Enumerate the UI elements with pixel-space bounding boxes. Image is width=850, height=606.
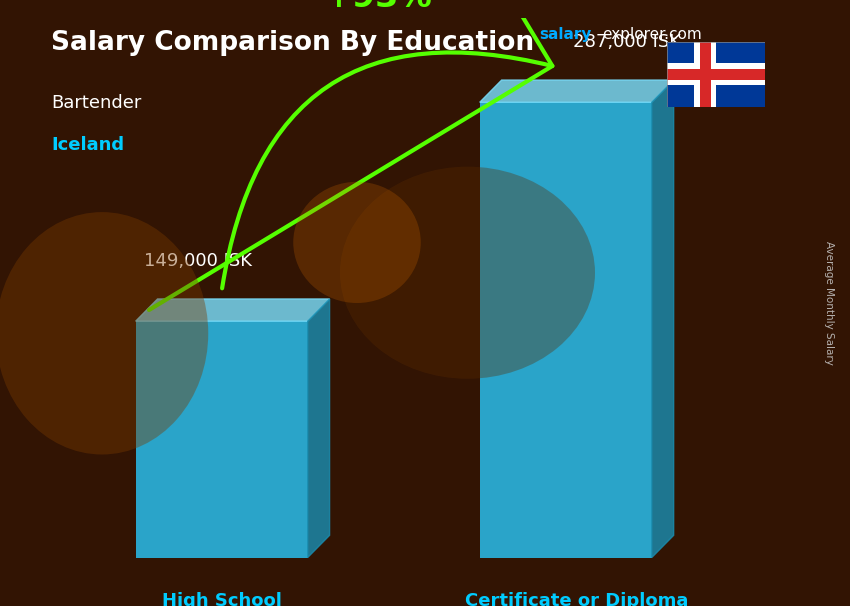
Text: salary: salary — [540, 27, 592, 42]
Bar — [667, 69, 765, 79]
Text: Certificate or Diploma: Certificate or Diploma — [465, 593, 688, 606]
Text: Iceland: Iceland — [51, 136, 124, 155]
Bar — [479, 102, 652, 558]
FancyArrowPatch shape — [149, 0, 552, 310]
Text: 149,000 ISK: 149,000 ISK — [144, 253, 252, 270]
Bar — [694, 42, 716, 107]
Text: +93%: +93% — [324, 0, 432, 14]
Bar — [136, 321, 308, 558]
Bar — [700, 42, 711, 107]
Polygon shape — [308, 299, 330, 558]
Text: Average Monthly Salary: Average Monthly Salary — [824, 241, 834, 365]
Bar — [667, 64, 765, 85]
Text: High School: High School — [162, 593, 281, 606]
Text: Bartender: Bartender — [51, 94, 141, 112]
Polygon shape — [652, 80, 674, 558]
Polygon shape — [136, 299, 330, 321]
Text: explorer.com: explorer.com — [602, 27, 701, 42]
Polygon shape — [479, 80, 674, 102]
Text: 287,000 ISK: 287,000 ISK — [573, 33, 681, 52]
Text: Salary Comparison By Education: Salary Comparison By Education — [51, 30, 534, 56]
